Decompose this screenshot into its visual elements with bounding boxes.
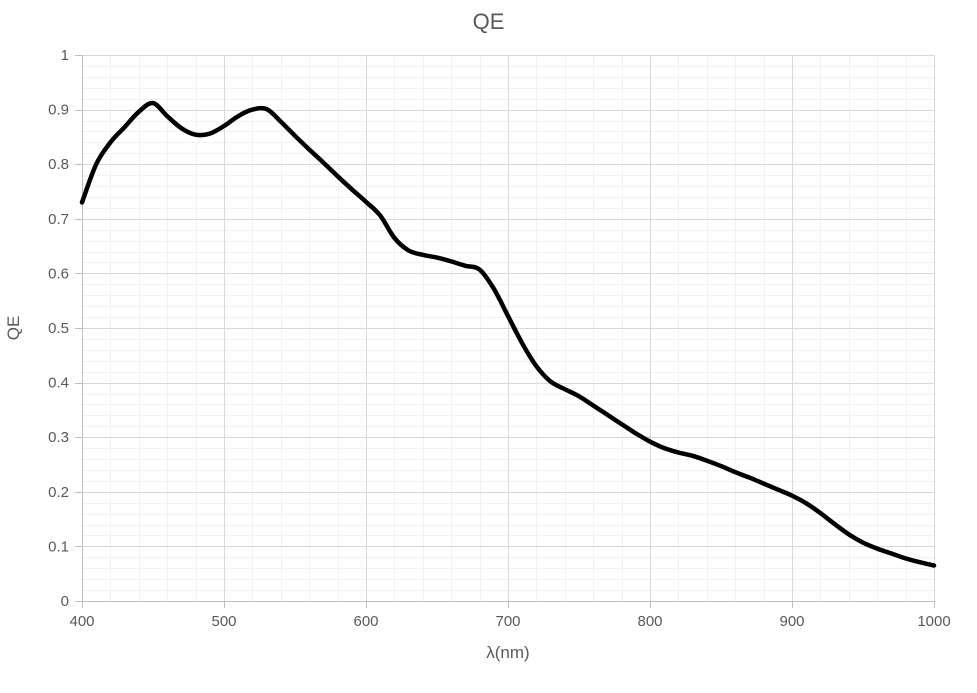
x-tick-label: 1000 — [917, 613, 950, 630]
x-tick-label: 700 — [495, 613, 520, 630]
y-tick-label: 0.4 — [48, 375, 69, 392]
y-tick-label: 0.5 — [48, 320, 69, 337]
y-tick-label: 0.7 — [48, 211, 69, 228]
axes-and-ticks — [75, 54, 936, 608]
y-tick-label: 0.3 — [48, 429, 69, 446]
y-tick-label: 0 — [61, 593, 69, 610]
x-tick-label: 800 — [637, 613, 662, 630]
y-tick-label: 0.9 — [48, 102, 69, 119]
y-tick-label: 0.2 — [48, 484, 69, 501]
y-tick-label: 0.6 — [48, 265, 69, 282]
x-tick-label: 600 — [353, 613, 378, 630]
chart-title: QE — [472, 9, 505, 34]
tick-labels: 400 500 600 700 800 900 1000 0 0.1 0.2 0.3 0.4 0.5 0.… — [48, 47, 951, 630]
qe-curve — [79, 100, 937, 568]
x-axis-title: λ(nm) — [486, 643, 530, 662]
y-tick-label: 0.1 — [48, 538, 69, 555]
x-tick-label: 400 — [69, 613, 94, 630]
y-tick-label: 1 — [61, 47, 69, 64]
x-tick-label: 500 — [211, 613, 236, 630]
y-tick-label: 0.8 — [48, 156, 69, 173]
y-axis-title: QE — [4, 315, 23, 341]
x-tick-label: 900 — [779, 613, 804, 630]
major-gridlines — [82, 55, 935, 602]
